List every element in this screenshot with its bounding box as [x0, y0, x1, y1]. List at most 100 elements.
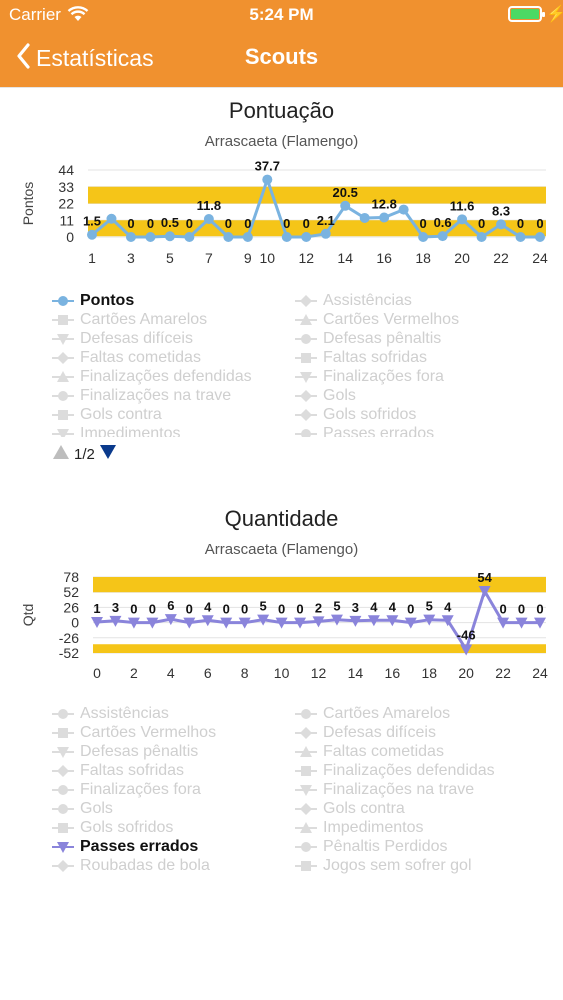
carrier-label: Carrier [9, 5, 61, 24]
legend-item[interactable]: Finalizações fora [52, 780, 201, 799]
legend-label: Defesas difíceis [80, 329, 193, 347]
legend-item[interactable]: Cartões Amarelos [52, 310, 207, 329]
data-point [301, 232, 312, 242]
data-label: 11.6 [450, 198, 475, 213]
legend-item[interactable]: Finalizações na trave [295, 780, 474, 799]
legend-item[interactable]: Gols sofridos [52, 818, 173, 837]
data-label: 4 [370, 599, 378, 614]
legend-item[interactable]: Finalizações na trave [52, 386, 231, 405]
data-label: 4 [444, 599, 452, 614]
legend-marker-icon [295, 408, 317, 422]
x-tick-label: 18 [421, 665, 437, 681]
legend-item[interactable]: Defesas pênaltis [295, 329, 441, 348]
legend-marker-icon [52, 427, 74, 437]
data-point [437, 231, 448, 242]
data-point [441, 615, 454, 627]
data-label: 0 [278, 602, 285, 617]
data-point [404, 617, 417, 629]
limit-band [88, 186, 546, 204]
legend-marker-icon [295, 821, 317, 835]
legend-item[interactable]: Defesas difíceis [295, 723, 436, 742]
data-label: 0 [244, 216, 251, 231]
legend-item[interactable]: Defesas difíceis [52, 329, 193, 348]
legend-item[interactable]: Finalizações defendidas [295, 761, 495, 780]
legend-item[interactable]: Passes errados [295, 424, 434, 437]
legend-item[interactable]: Faltas sofridas [295, 348, 427, 367]
y-tick-label: 11 [59, 212, 74, 228]
legend-item[interactable]: Faltas cometidas [52, 348, 201, 367]
legend-marker-icon [295, 745, 317, 759]
legend-item[interactable]: Faltas cometidas [295, 742, 444, 761]
legend-label: Faltas sofridas [80, 761, 185, 779]
legend-item[interactable]: Impedimentos [295, 818, 424, 837]
back-button[interactable]: Estatísticas [16, 42, 154, 74]
legend-item[interactable]: Faltas sofridas [52, 761, 184, 780]
legend-label: Gols contra [80, 405, 162, 423]
legend-item[interactable]: Finalizações fora [295, 367, 444, 386]
legend-item[interactable]: Gols contra [295, 799, 405, 818]
data-point [460, 644, 473, 656]
page-up-icon[interactable] [52, 444, 70, 465]
legend-label: Passes errados [80, 837, 199, 855]
legend-item[interactable]: Cartões Vermelhos [295, 310, 459, 329]
data-point [275, 617, 288, 629]
y-axis-title: Qtd [20, 604, 36, 627]
legend-item[interactable]: Passes errados [52, 837, 198, 856]
legend-label: Assistências [80, 704, 169, 722]
data-point [398, 204, 409, 215]
legend-label: Finalizações defendidas [80, 367, 252, 385]
legend-marker [301, 841, 311, 852]
data-label: 4 [389, 599, 397, 614]
data-point [242, 232, 253, 242]
x-tick-label: 20 [458, 665, 474, 681]
legend-marker [57, 428, 69, 437]
legend-item[interactable]: Gols contra [52, 405, 162, 424]
legend-label: Gols [323, 386, 356, 404]
data-label: 12.8 [372, 197, 397, 212]
data-point [340, 200, 351, 211]
legend-marker [57, 859, 69, 872]
data-point [423, 614, 436, 626]
data-label: 0 [517, 216, 524, 231]
data-point [359, 212, 370, 223]
legend-marker-icon [295, 370, 317, 384]
legend-item[interactable]: Pontos [52, 291, 134, 310]
legend-item[interactable]: Gols [52, 799, 113, 818]
legend-item[interactable]: Gols [295, 386, 356, 405]
legend-label: Faltas cometidas [323, 742, 444, 760]
legend-item[interactable]: Pênaltis Perdidos [295, 837, 448, 856]
x-tick-label: 24 [532, 665, 548, 681]
data-label: 37.7 [255, 159, 280, 174]
data-point [535, 232, 545, 242]
legend-marker [58, 295, 68, 306]
legend-item[interactable]: Cartões Amarelos [295, 704, 450, 723]
legend-label: Gols sofridos [80, 818, 174, 836]
data-label: 0 [407, 602, 414, 617]
legend-item[interactable]: Assistências [52, 704, 169, 723]
legend-item[interactable]: Gols sofridos [295, 405, 416, 424]
chart2-legend: Assistências Cartões Amarelos Cartões Verm… [52, 704, 542, 882]
y-tick-label: -26 [59, 630, 79, 646]
legend-label: Cartões Vermelhos [80, 723, 217, 741]
legend-item[interactable]: Impedimentos [52, 424, 181, 437]
legend-item[interactable]: Defesas pênaltis [52, 742, 198, 761]
y-axis-title: Pontos [20, 182, 36, 226]
battery-icon [508, 6, 545, 22]
x-tick-label: 3 [127, 250, 135, 266]
y-tick-label: 0 [66, 229, 74, 245]
legend-marker-icon [52, 707, 74, 721]
legend-label: Passes errados [323, 424, 435, 438]
data-label: 0 [147, 216, 154, 231]
legend-label: Roubadas de bola [80, 856, 210, 874]
data-label: 0 [149, 602, 156, 617]
legend-label: Defesas pênaltis [323, 329, 442, 347]
legend-item[interactable]: Roubadas de bola [52, 856, 210, 875]
x-tick-label: 24 [532, 250, 548, 266]
page-down-icon[interactable] [99, 444, 117, 465]
legend-item[interactable]: Finalizações defendidas [52, 367, 252, 386]
legend-item[interactable]: Assistências [295, 291, 412, 310]
legend-item[interactable]: Jogos sem sofrer gol [295, 856, 472, 875]
legend-item[interactable]: Cartões Vermelhos [52, 723, 216, 742]
